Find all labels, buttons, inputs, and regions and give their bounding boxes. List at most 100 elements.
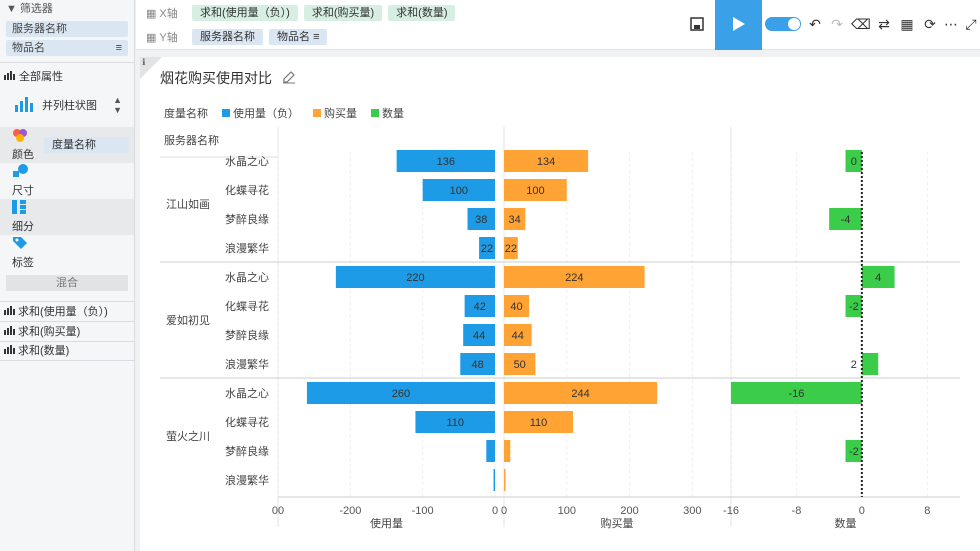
run-button[interactable]	[715, 0, 762, 50]
redo-icon[interactable]: ↷	[831, 15, 843, 32]
filter-title: 筛选器	[19, 3, 53, 15]
data-label: 134	[537, 156, 555, 168]
x-tick-label: 8	[924, 505, 930, 517]
x-chip-quantity[interactable]: 求和(数量)	[388, 5, 456, 21]
data-label: 220	[406, 272, 424, 284]
bar-使用量	[460, 353, 495, 375]
auto-update-toggle[interactable]	[765, 17, 801, 31]
sort-icon[interactable]: ≡	[115, 42, 122, 54]
prop-label[interactable]: 标签	[0, 235, 134, 271]
measure-purchase[interactable]: 求和(购买量)	[0, 321, 134, 341]
filter-header[interactable]: ▼ 筛选器	[0, 0, 134, 18]
info-corner	[140, 57, 162, 79]
bar-使用量	[486, 440, 495, 462]
x-tick-label: 300	[683, 505, 701, 517]
measure-usage[interactable]: 求和(使用量（负）)	[0, 301, 134, 321]
legend-swatch	[222, 109, 230, 117]
toolbar: ▦ X轴 求和(使用量（负）) 求和(购买量) 求和(数量) ▦ Y轴 服务器名称 …	[136, 0, 980, 50]
data-label: 22	[481, 243, 493, 255]
bar-使用量	[479, 237, 495, 259]
x-axis-shelf: ▦ X轴 求和(使用量（负）) 求和(购买量) 求和(数量)	[146, 4, 456, 22]
x-chip-usage[interactable]: 求和(使用量（负）)	[192, 5, 298, 21]
bar-数量	[845, 295, 862, 317]
legend-item-quantity[interactable]: 数量	[371, 105, 404, 121]
filter-item-goods[interactable]: 物品名 ≡	[6, 40, 128, 56]
data-label: -2	[849, 446, 859, 458]
bar-使用量	[396, 150, 495, 172]
x-tick-label: 00	[272, 505, 284, 517]
swap-icon[interactable]: ⇄	[878, 15, 890, 32]
table-icon[interactable]: ▦	[900, 15, 914, 32]
legend-item-usage[interactable]: 使用量（负）	[222, 105, 299, 121]
bar-chart-small-icon	[4, 302, 16, 322]
bar-使用量	[306, 382, 495, 404]
filter-item-server[interactable]: 服务器名称	[6, 21, 128, 37]
legend-item-purchase[interactable]: 购买量	[313, 105, 357, 121]
bar-使用量	[464, 295, 495, 317]
bar-购买量	[504, 237, 518, 259]
bar-数量	[731, 382, 862, 404]
y-chip-server[interactable]: 服务器名称	[192, 29, 263, 45]
tag-icon	[12, 236, 28, 253]
sort-icon: ≡	[313, 31, 320, 43]
row-header: 服务器名称	[164, 133, 219, 147]
expand-icon[interactable]: ⤢	[965, 15, 977, 32]
data-label: 110	[530, 417, 548, 429]
undo-icon[interactable]: ↶	[809, 15, 821, 32]
chart-type-label: 并列柱状图	[42, 100, 97, 112]
data-label: 48	[472, 359, 484, 371]
group-label: 爱如初见	[166, 313, 210, 327]
left-panel: ▼ 筛选器 服务器名称 物品名 ≡ 全部属性 并列柱状图 ▲ ▼ 颜色 度量名称	[0, 0, 135, 551]
item-label: 浪漫繁华	[225, 357, 269, 371]
size-icon	[12, 164, 28, 181]
more-icon[interactable]: ⋯	[944, 15, 958, 32]
legend: 度量名称 使用量（负） 购买量 数量	[164, 105, 412, 121]
chart-type-select[interactable]: 并列柱状图 ▲ ▼	[0, 91, 134, 119]
bar-使用量	[422, 179, 495, 201]
x-axis-label: X轴	[159, 8, 178, 20]
bar-购买量	[504, 295, 530, 317]
mixed-button[interactable]: 混合	[6, 275, 128, 291]
grid-icon: ▦	[146, 7, 157, 20]
bar-使用量	[463, 324, 495, 346]
data-label: 4	[875, 272, 881, 284]
bar-数量	[861, 266, 895, 288]
bar-购买量	[504, 266, 645, 288]
item-label: 梦醉良缘	[225, 212, 269, 226]
save-icon[interactable]	[688, 15, 706, 33]
divider	[0, 62, 134, 63]
prop-size[interactable]: 尺寸	[0, 163, 134, 199]
prop-detail[interactable]: 细分	[0, 199, 134, 235]
measure-quantity[interactable]: 求和(数量)	[0, 341, 134, 361]
item-label: 梦醉良缘	[225, 328, 269, 342]
info-icon[interactable]: ℹ	[142, 57, 146, 67]
data-label: 44	[473, 330, 485, 342]
bar-使用量	[335, 266, 495, 288]
color-field[interactable]: 度量名称	[44, 137, 129, 153]
item-label: 浪漫繁华	[225, 473, 269, 487]
y-chip-goods[interactable]: 物品名 ≡	[269, 29, 328, 45]
legend-title: 度量名称	[164, 108, 208, 120]
bar-购买量	[504, 208, 526, 230]
data-label: 0	[851, 156, 857, 168]
x-tick-label: -8	[792, 505, 802, 517]
refresh-settings-icon[interactable]: ⟳	[924, 15, 936, 32]
prop-color[interactable]: 颜色 度量名称	[0, 127, 134, 163]
data-label: 40	[510, 301, 522, 313]
data-label: 38	[475, 214, 487, 226]
bar-chart-small-icon	[4, 322, 16, 342]
x-tick-label: -16	[723, 505, 739, 517]
bar-chart-small-icon	[4, 341, 16, 361]
bar-chart-icon	[14, 96, 34, 115]
bar-数量	[845, 440, 862, 462]
all-attributes-header[interactable]: 全部属性	[0, 67, 134, 87]
x-chip-purchase[interactable]: 求和(购买量)	[303, 5, 383, 21]
x-axis-title: 数量	[835, 517, 857, 530]
chart-card: ℹ 烟花购买使用对比 度量名称 使用量（负） 购买量 数量 服务器名称 00 -20…	[140, 57, 980, 551]
item-label: 水晶之心	[225, 154, 269, 168]
edit-icon[interactable]	[282, 70, 296, 87]
bar-chart-small-icon	[4, 67, 16, 87]
eraser-icon[interactable]: ⌫	[851, 15, 871, 32]
data-label: -2	[849, 301, 859, 313]
bar-购买量	[504, 324, 532, 346]
